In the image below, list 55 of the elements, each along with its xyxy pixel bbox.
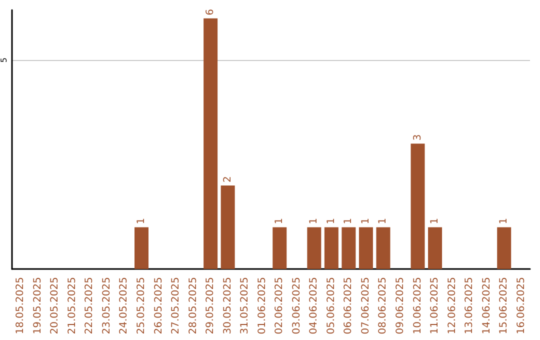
x-tick-label: 25.05.2025 [136,277,147,334]
x-tick-label: 29.05.2025 [205,277,216,334]
x-tick-label: 06.06.2025 [343,277,354,334]
data-label: 1 [136,218,147,224]
x-tick-label: 21.05.2025 [66,277,78,334]
x-tick-label: 08.06.2025 [378,277,389,334]
x-tick-label: 27.05.2025 [170,277,182,334]
bar [497,227,512,269]
x-tick-label: 11.06.2025 [430,277,441,334]
bar [342,227,356,269]
x-tick-label: 02.06.2025 [274,277,286,334]
x-tick-label: 24.05.2025 [118,277,130,334]
x-tick-label: 07.06.2025 [360,277,372,334]
x-tick-label: 16.06.2025 [516,277,527,334]
data-label: 2 [222,176,234,182]
x-tick-label: 22.05.2025 [84,277,96,334]
x-tick-label: 20.05.2025 [50,277,61,334]
x-tick-label: 03.06.2025 [291,277,302,334]
x-tick-label: 18.05.2025 [15,277,26,334]
bar [376,227,390,269]
data-label: 1 [360,218,372,224]
data-label: 1 [326,218,337,224]
bar [204,18,218,269]
x-tick-label: 28.05.2025 [188,277,199,334]
data-label: 6 [205,8,216,16]
x-tick-label: 19.05.2025 [32,277,44,334]
bar [410,144,425,269]
x-tick-label: 09.06.2025 [395,277,406,334]
bar [307,227,322,269]
x-tick-label: 31.05.2025 [240,277,251,334]
bar [134,227,148,269]
data-label: 1 [274,218,286,224]
x-tick-label: 23.05.2025 [101,277,112,334]
data-label: 1 [343,218,354,224]
x-tick-label: 13.06.2025 [464,277,476,334]
bar [324,227,338,269]
x-tick-label: 15.06.2025 [498,277,510,334]
x-tick-label: 14.06.2025 [481,277,492,334]
x-tick-label: 05.06.2025 [326,277,337,334]
x-tick-label: 26.05.2025 [153,277,164,334]
bar [428,227,442,269]
data-label: 1 [308,218,320,224]
x-tick-label: 12.06.2025 [446,277,458,334]
x-tick-label: 10.06.2025 [412,277,424,334]
x-tick-label: 01.06.2025 [256,277,268,334]
y-tick-label: 5 [0,58,8,63]
bar [220,185,235,269]
x-tick-label: 04.06.2025 [308,277,320,334]
data-label: 1 [378,218,389,224]
bar [272,227,287,269]
data-label: 1 [430,218,441,224]
data-label: 1 [498,218,510,224]
x-tick-label: 30.05.2025 [222,277,234,334]
bar [358,227,373,269]
data-label: 3 [412,134,424,141]
